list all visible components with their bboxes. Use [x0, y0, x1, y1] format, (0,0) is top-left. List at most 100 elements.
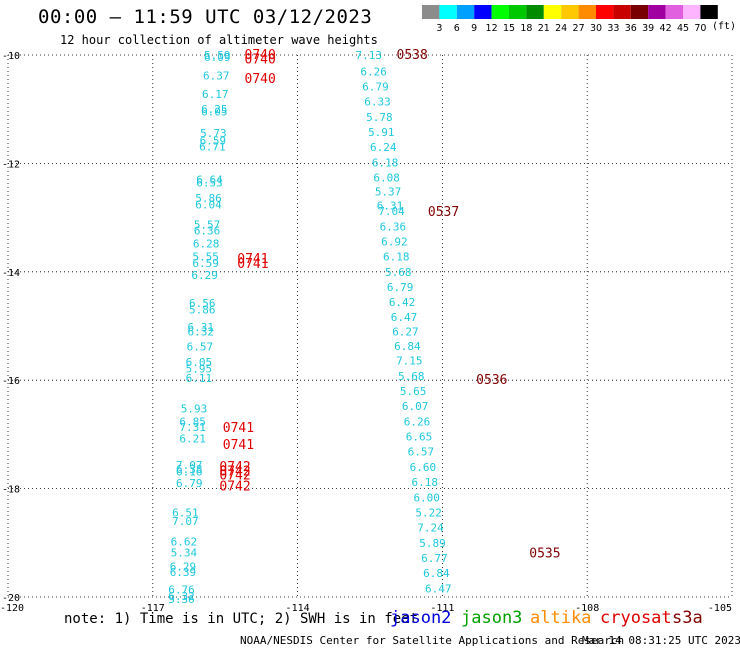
- legend-swatch: [648, 5, 666, 19]
- wave-height-label: 6.42: [389, 296, 416, 309]
- wave-height-label: 6.79: [362, 80, 389, 93]
- legend-label: 42: [660, 23, 672, 34]
- wave-height-label: 6.24: [370, 141, 397, 154]
- wave-height-label: 6.05: [186, 356, 213, 369]
- pass-time-label: 0740: [245, 52, 276, 67]
- pass-time-label: 0742: [219, 469, 250, 484]
- x-tick-label: -117: [141, 603, 165, 614]
- wave-height-label: 6.05: [201, 105, 228, 118]
- legend-swatch: [578, 5, 596, 19]
- wave-height-label: 6.31: [188, 321, 215, 334]
- wave-height-label: 6.71: [199, 141, 226, 154]
- wave-height-label: 5.37: [375, 186, 402, 199]
- wave-height-label: 6.77: [421, 552, 448, 565]
- wave-height-label: 6.57: [408, 446, 435, 459]
- wave-height-label: 6.32: [188, 325, 215, 338]
- wave-height-label: 6.29: [170, 561, 197, 574]
- legend-label: 24: [555, 23, 567, 34]
- wave-height-label: 6.17: [202, 88, 229, 101]
- wave-height-label: 5.86: [189, 304, 216, 317]
- wave-height-label: 6.36: [380, 220, 407, 233]
- wave-height-label: 6.18: [372, 156, 399, 169]
- wave-height-label: 6.79: [387, 281, 414, 294]
- wave-height-label: 6.59: [192, 257, 219, 270]
- legend-swatch: [596, 5, 614, 19]
- wave-height-label: 6.92: [381, 235, 408, 248]
- legend-unit: (ft): [712, 21, 737, 32]
- pass-time-label: 0741: [223, 438, 254, 453]
- wave-height-label: 7.13: [356, 49, 383, 62]
- wave-height-label: 6.79: [176, 477, 203, 490]
- legend-label: 18: [520, 23, 532, 34]
- x-tick-label: -111: [430, 603, 454, 614]
- wave-height-label: 6.65: [406, 431, 433, 444]
- legend-label: 3: [436, 23, 442, 34]
- legend-label: 30: [590, 23, 602, 34]
- legend-swatch: [543, 5, 562, 19]
- legend-swatch: [509, 5, 527, 19]
- generated-timestamp: Mar 14 08:31:25 UTC 2023: [582, 634, 740, 647]
- wave-height-label: 6.60: [410, 461, 437, 474]
- pass-time-label: 0742: [219, 464, 250, 479]
- wave-height-label: 6.64: [196, 174, 223, 187]
- wave-height-label: 6.59: [200, 135, 227, 148]
- wave-height-label: 6.18: [383, 251, 410, 264]
- west-track-wave-heights: 5.596.096.376.176.256.055.736.596.716.64…: [168, 49, 230, 606]
- wave-height-label: 5.22: [415, 506, 442, 519]
- legend-swatch: [613, 5, 631, 19]
- legend-label: 70: [694, 23, 706, 34]
- pass-time-label: 0740: [245, 72, 276, 87]
- wave-height-label: 7.15: [396, 355, 423, 368]
- pass-time-label: 0535: [529, 547, 560, 562]
- y-tick-label: -20: [2, 593, 20, 604]
- wave-height-label: 5.59: [204, 49, 231, 62]
- wave-height-label: 6.32: [168, 590, 195, 603]
- wave-height-label: 5.73: [200, 127, 227, 140]
- wave-height-label: 6.62: [171, 536, 198, 549]
- wave-height-label: 7.24: [417, 522, 444, 535]
- legend-swatch: [491, 5, 509, 19]
- satellite-jason2: jason2: [390, 608, 452, 628]
- wave-height-label: 5.86: [195, 192, 222, 205]
- legend-label: 9: [471, 23, 477, 34]
- wave-height-label: 6.21: [179, 433, 206, 446]
- legend-swatch: [561, 5, 579, 19]
- y-tick-label: -10: [2, 51, 20, 62]
- satellite-cryosat: cryosat: [600, 608, 672, 628]
- wave-height-label: 6.04: [195, 199, 222, 212]
- legend-swatch: [683, 5, 701, 19]
- wave-height-label: 6.00: [413, 491, 440, 504]
- west-track-times: 0740074007400741074107410741074207420742…: [219, 48, 275, 494]
- wave-height-label: 5.57: [194, 219, 221, 232]
- satellite-s3a: s3a: [672, 608, 703, 628]
- wave-height-label: 6.51: [172, 506, 199, 519]
- pass-time-label: 0536: [476, 373, 507, 388]
- pass-time-label: 0741: [223, 421, 254, 436]
- wave-height-label: 6.07: [402, 400, 429, 413]
- wave-height-label: 6.53: [196, 176, 223, 189]
- pass-time-label: 0740: [245, 48, 276, 63]
- wave-height-label: 6.37: [203, 70, 230, 83]
- y-tick-label: -16: [2, 376, 20, 387]
- east-track-wave-heights: 7.13 6.26 6.79 6.33 5.78 5.91 6.24 6.18 6.08 5.37…: [356, 49, 452, 595]
- x-tick-label: -108: [575, 603, 599, 614]
- legend-label: 36: [625, 23, 637, 34]
- legend-swatch: [439, 5, 457, 19]
- legend-label: 12: [486, 23, 498, 34]
- legend-swatch: [630, 5, 649, 19]
- wave-height-label: 7.07: [172, 515, 199, 528]
- wave-height-label: 6.26: [404, 415, 431, 428]
- pass-time-label: 0537: [428, 205, 459, 220]
- pass-time-label: 0742: [219, 479, 250, 494]
- footer-note: note: 1) Time is in UTC; 2) SWH is in fe…: [64, 611, 419, 627]
- wave-height-label: 6.26: [360, 65, 387, 78]
- credit-line: NOAA/NESDIS Center for Satellite Applica…: [240, 634, 625, 647]
- wave-height-label: 5.89: [419, 537, 446, 550]
- pass-time-label: 0742: [219, 460, 250, 475]
- wave-height-label: 6.11: [186, 372, 213, 385]
- grid-lines: [7, 54, 733, 598]
- y-tick-label: -18: [2, 485, 20, 496]
- legend-swatch: [526, 5, 544, 19]
- wave-height-label: 5.68: [385, 266, 412, 279]
